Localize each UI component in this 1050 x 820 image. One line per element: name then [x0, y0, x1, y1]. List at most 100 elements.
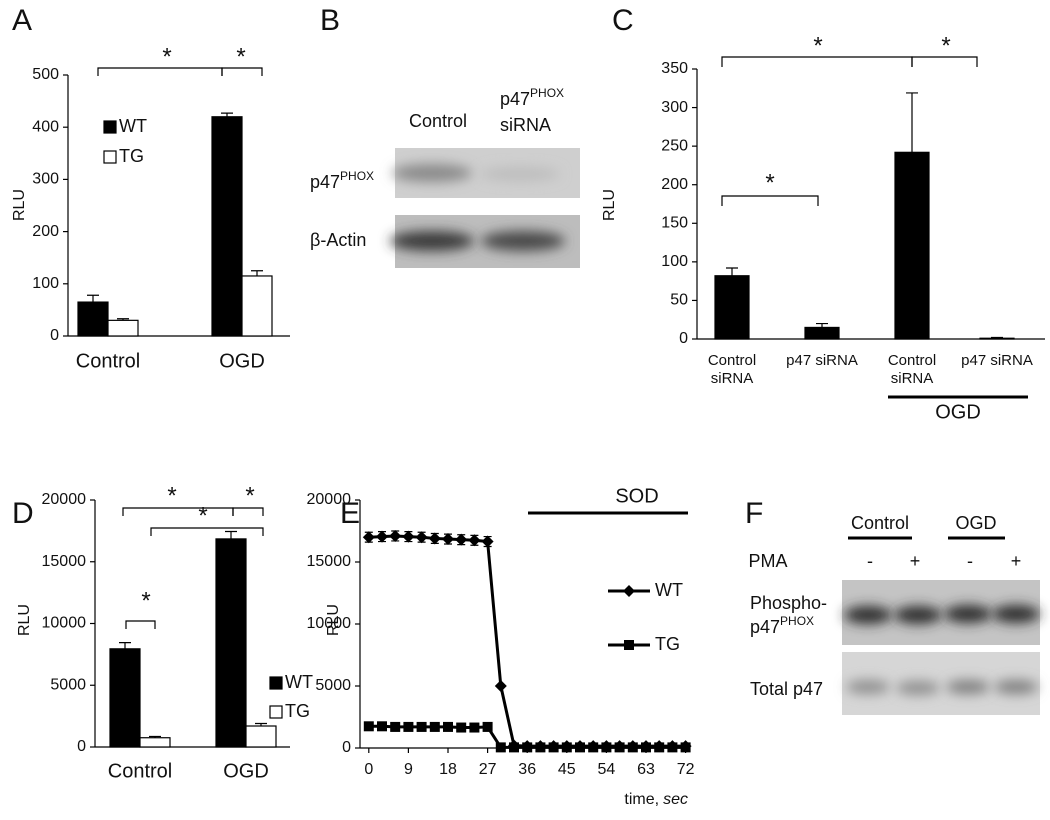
panel-letter: C: [612, 4, 634, 37]
marker: [522, 742, 533, 753]
legend-label: WT: [655, 580, 683, 600]
bar: [77, 301, 109, 337]
x-tick-label: 27: [479, 761, 497, 778]
bar: [241, 275, 273, 337]
x-tick-label: OGD: [223, 760, 269, 782]
significance-star: *: [167, 482, 176, 509]
bar: [245, 725, 277, 748]
marker: [494, 680, 507, 692]
x-axis-label-text: time,: [624, 791, 659, 808]
blot-column-label: Control: [409, 111, 467, 131]
significance-bracket: [221, 67, 263, 76]
x-axis-label: time, sec: [624, 791, 688, 808]
significance-bracket: [97, 67, 223, 76]
marker: [481, 535, 494, 548]
marker: [416, 721, 427, 732]
error-bar: [906, 92, 918, 153]
blot-band: [896, 681, 940, 695]
y-axis-label: RLU: [325, 604, 342, 636]
marker: [469, 722, 480, 733]
y-tick-label: 500: [32, 66, 59, 83]
y-tick-label: 100: [661, 253, 688, 270]
marker: [376, 530, 388, 543]
significance-bracket: [721, 195, 819, 206]
panel-letter: E: [340, 497, 360, 530]
label-part: p47: [310, 172, 340, 192]
error-bar: [119, 642, 131, 649]
bar: [139, 737, 171, 748]
legend-marker: [623, 585, 635, 597]
bar: [107, 319, 139, 337]
marker: [627, 742, 638, 753]
blot-band: [894, 606, 942, 624]
marker: [442, 533, 454, 546]
x-tick-label: 18: [439, 761, 457, 778]
treatment-level: +: [1011, 551, 1022, 571]
marker: [614, 742, 625, 753]
y-tick-label: 5000: [50, 676, 86, 693]
y-tick-label: 15000: [42, 553, 87, 570]
y-tick-label: 300: [661, 99, 688, 116]
x-tick-label: 36: [518, 761, 536, 778]
y-tick-label: 10000: [42, 615, 87, 632]
blot-column-label: siRNA: [500, 115, 551, 135]
marker: [377, 721, 387, 732]
marker: [482, 721, 493, 732]
marker: [402, 530, 415, 543]
y-axis-label: RLU: [16, 604, 33, 636]
label-sup: PHOX: [340, 169, 374, 183]
significance-star: *: [941, 32, 950, 59]
y-tick-label: 10000: [307, 615, 352, 632]
y-axis-label: RLU: [11, 189, 28, 221]
legend-swatch: [269, 676, 283, 690]
significance-bracket: [232, 507, 264, 516]
y-tick-label: 50: [670, 292, 688, 309]
legend-label: TG: [285, 701, 310, 721]
blot-band: [946, 680, 990, 694]
y-tick-label: 200: [661, 176, 688, 193]
label-part: p47: [500, 89, 530, 109]
bar: [979, 337, 1015, 340]
marker: [601, 742, 612, 753]
marker: [495, 742, 506, 753]
y-tick-label: 20000: [42, 491, 87, 508]
marker: [443, 721, 453, 732]
significance-star: *: [813, 32, 822, 59]
x-tick-label: 63: [637, 761, 655, 778]
blot-band: [392, 164, 472, 182]
x-tick-label: Control siRNA: [707, 352, 757, 387]
error-bar: [816, 322, 828, 328]
significance-star: *: [198, 502, 207, 529]
bar: [804, 326, 840, 340]
marker: [362, 531, 375, 544]
panel-letter: D: [12, 497, 34, 530]
y-tick-label: 400: [32, 118, 59, 135]
series-line: [368, 534, 686, 748]
bar: [215, 538, 247, 748]
marker: [455, 533, 468, 546]
x-axis-label-unit: sec: [663, 791, 688, 808]
error-bar: [221, 112, 233, 117]
legend-marker: [624, 640, 634, 650]
y-axis-label: RLU: [601, 189, 618, 221]
label-part: p47: [750, 617, 780, 637]
bar: [211, 116, 243, 337]
significance-bracket: [150, 527, 264, 536]
group-label: OGD: [955, 513, 996, 533]
marker: [548, 742, 559, 753]
treatment-level: -: [967, 551, 973, 571]
x-tick-label: Control: [108, 760, 172, 782]
error-bar: [255, 722, 267, 727]
y-tick-label: 0: [679, 330, 688, 347]
x-tick-label: 45: [558, 761, 576, 778]
blot-band: [992, 605, 1040, 623]
marker: [468, 534, 481, 547]
bar: [109, 648, 141, 748]
marker: [588, 742, 599, 753]
x-tick-label: 72: [677, 761, 695, 778]
error-bar: [117, 318, 129, 321]
x-tick-label: 0: [364, 761, 373, 778]
legend-swatch: [103, 150, 117, 164]
